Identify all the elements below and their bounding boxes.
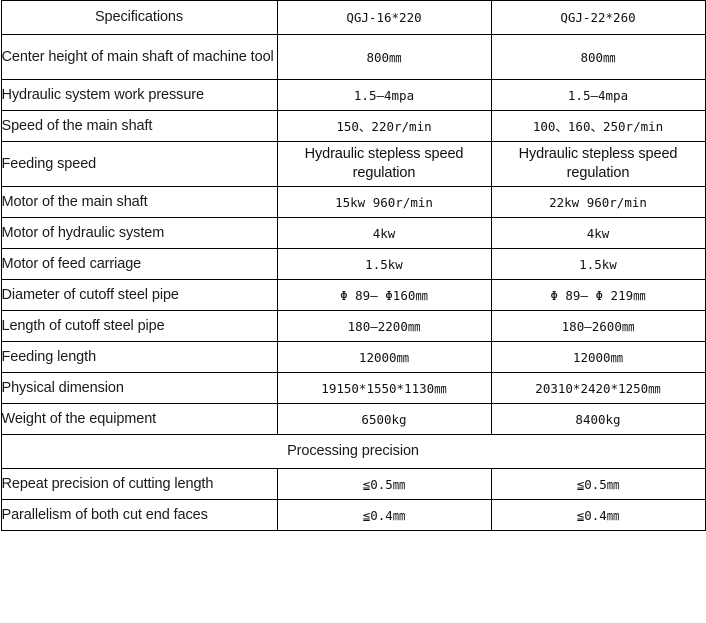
row-label: Length of cutoff steel pipe bbox=[0, 310, 278, 342]
table-row: Motor of feed carriage 1.5kw 1.5kw bbox=[0, 248, 706, 280]
row-value-1: ≦0.4㎜ bbox=[276, 499, 492, 531]
row-label: Physical dimension bbox=[0, 372, 278, 404]
section-heading-row: Processing precision bbox=[0, 434, 706, 469]
row-value-2: ≦0.4㎜ bbox=[490, 499, 706, 531]
row-label: Diameter of cutoff steel pipe bbox=[0, 279, 278, 311]
row-label: Hydraulic system work pressure bbox=[0, 79, 278, 111]
row-value-1: 150、220r/min bbox=[276, 110, 492, 142]
row-label: Speed of the main shaft bbox=[0, 110, 278, 142]
table-row: Speed of the main shaft 150、220r/min 100、1… bbox=[0, 110, 706, 142]
row-value-1: 19150*1550*1130㎜ bbox=[276, 372, 492, 404]
table-row: Motor of the main shaft 15kw 960r/min 22kw… bbox=[0, 186, 706, 218]
row-label: Weight of the equipment bbox=[0, 403, 278, 435]
row-value-2: ≦0.5㎜ bbox=[490, 468, 706, 500]
row-label: Feeding speed bbox=[0, 141, 278, 187]
row-value-2: 180—2600㎜ bbox=[490, 310, 706, 342]
row-value-2: 800㎜ bbox=[490, 34, 706, 80]
table-row: Diameter of cutoff steel pipe Φ 89— Φ160㎜… bbox=[0, 279, 706, 311]
row-value-2: 1.5—4mpa bbox=[490, 79, 706, 111]
table-row: Feeding length 12000㎜ 12000㎜ bbox=[0, 341, 706, 373]
row-label: Motor of feed carriage bbox=[0, 248, 278, 280]
row-value-1: 6500kg bbox=[276, 403, 492, 435]
row-value-2: 20310*2420*1250㎜ bbox=[490, 372, 706, 404]
header-model-1: QGJ-16*220 bbox=[276, 0, 492, 35]
row-label: Parallelism of both cut end faces bbox=[0, 499, 278, 531]
table-row: Weight of the equipment 6500kg 8400kg bbox=[0, 403, 706, 435]
row-value-1: Hydraulic stepless speed regulation bbox=[276, 141, 492, 187]
row-value-2: Φ 89— Φ 219㎜ bbox=[490, 279, 706, 311]
row-label: Motor of the main shaft bbox=[0, 186, 278, 218]
row-value-1: 4kw bbox=[276, 217, 492, 249]
row-value-1: 1.5kw bbox=[276, 248, 492, 280]
row-value-1: 12000㎜ bbox=[276, 341, 492, 373]
row-label: Center height of main shaft of machine t… bbox=[0, 34, 278, 80]
header-model-2: QGJ-22*260 bbox=[490, 0, 706, 35]
row-value-1: 180—2200㎜ bbox=[276, 310, 492, 342]
row-value-1: 800㎜ bbox=[276, 34, 492, 80]
table-row: Motor of hydraulic system 4kw 4kw bbox=[0, 217, 706, 249]
row-value-1: Φ 89— Φ160㎜ bbox=[276, 279, 492, 311]
table-row: Physical dimension 19150*1550*1130㎜ 20310*… bbox=[0, 372, 706, 404]
table-body: Specifications QGJ-16*220 QGJ-22*260 Cen… bbox=[0, 0, 706, 531]
row-value-2: 4kw bbox=[490, 217, 706, 249]
table-row: Repeat precision of cutting length ≦0.5㎜ ≦… bbox=[0, 468, 706, 500]
specifications-table: Specifications QGJ-16*220 QGJ-22*260 Cen… bbox=[0, 0, 706, 531]
table-row: Center height of main shaft of machine t… bbox=[0, 34, 706, 80]
table-row: Hydraulic system work pressure 1.5—4mpa 1.… bbox=[0, 79, 706, 111]
row-label: Feeding length bbox=[0, 341, 278, 373]
row-value-1: ≦0.5㎜ bbox=[276, 468, 492, 500]
header-specifications: Specifications bbox=[0, 0, 278, 35]
section-heading-processing-precision: Processing precision bbox=[0, 434, 706, 469]
row-label: Repeat precision of cutting length bbox=[0, 468, 278, 500]
table-row: Parallelism of both cut end faces ≦0.4㎜ ≦0… bbox=[0, 499, 706, 531]
row-value-2: Hydraulic stepless speed regulation bbox=[490, 141, 706, 187]
row-value-2: 12000㎜ bbox=[490, 341, 706, 373]
row-value-1: 15kw 960r/min bbox=[276, 186, 492, 218]
row-value-2: 8400kg bbox=[490, 403, 706, 435]
row-value-1: 1.5—4mpa bbox=[276, 79, 492, 111]
row-label: Motor of hydraulic system bbox=[0, 217, 278, 249]
table-header-row: Specifications QGJ-16*220 QGJ-22*260 bbox=[0, 0, 706, 35]
row-value-2: 100、160、250r/min bbox=[490, 110, 706, 142]
row-value-2: 22kw 960r/min bbox=[490, 186, 706, 218]
row-value-2: 1.5kw bbox=[490, 248, 706, 280]
table-row: Feeding speed Hydraulic stepless speed re… bbox=[0, 141, 706, 187]
table-row: Length of cutoff steel pipe 180—2200㎜ 180—… bbox=[0, 310, 706, 342]
